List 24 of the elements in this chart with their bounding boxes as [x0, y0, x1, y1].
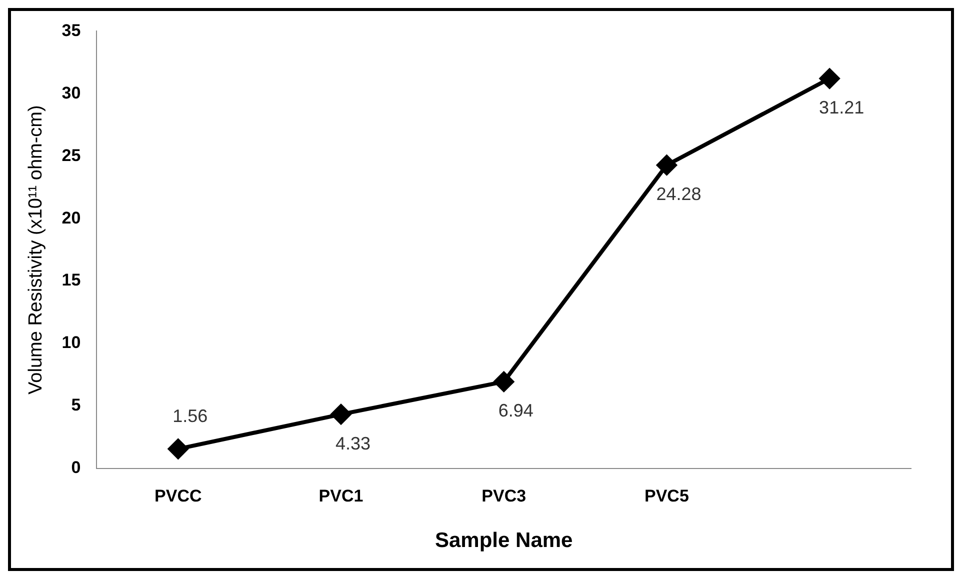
- x-tick-label: PVC3: [482, 486, 526, 506]
- data-label: 31.21: [819, 98, 864, 118]
- data-label: 1.56: [172, 406, 208, 426]
- y-tick-label: 5: [71, 396, 81, 415]
- y-tick-label: 10: [62, 333, 81, 352]
- y-tick-label: 20: [62, 208, 81, 228]
- y-tick-label: 35: [62, 20, 81, 40]
- y-tick-label: 30: [62, 83, 81, 102]
- data-label: 4.33: [335, 433, 371, 454]
- point: [168, 438, 188, 459]
- data-label: 24.28: [656, 184, 702, 204]
- y-tick-label: 0: [71, 458, 81, 478]
- point: [494, 372, 514, 392]
- x-tick-label: PVC1: [318, 486, 364, 506]
- point: [820, 68, 840, 89]
- y-tick-label: 15: [62, 270, 81, 290]
- data-label: 6.94: [498, 400, 534, 421]
- x-axis-title: Sample Name: [434, 529, 573, 552]
- y-axis-title: Volume Resistivity (x10¹¹ ohm-cm): [26, 105, 47, 394]
- x-tick-label: PVCC: [154, 486, 202, 506]
- point: [656, 155, 677, 176]
- y-tick-label: 25: [62, 146, 81, 165]
- x-tick-label: PVC5: [644, 486, 689, 506]
- point: [330, 404, 351, 424]
